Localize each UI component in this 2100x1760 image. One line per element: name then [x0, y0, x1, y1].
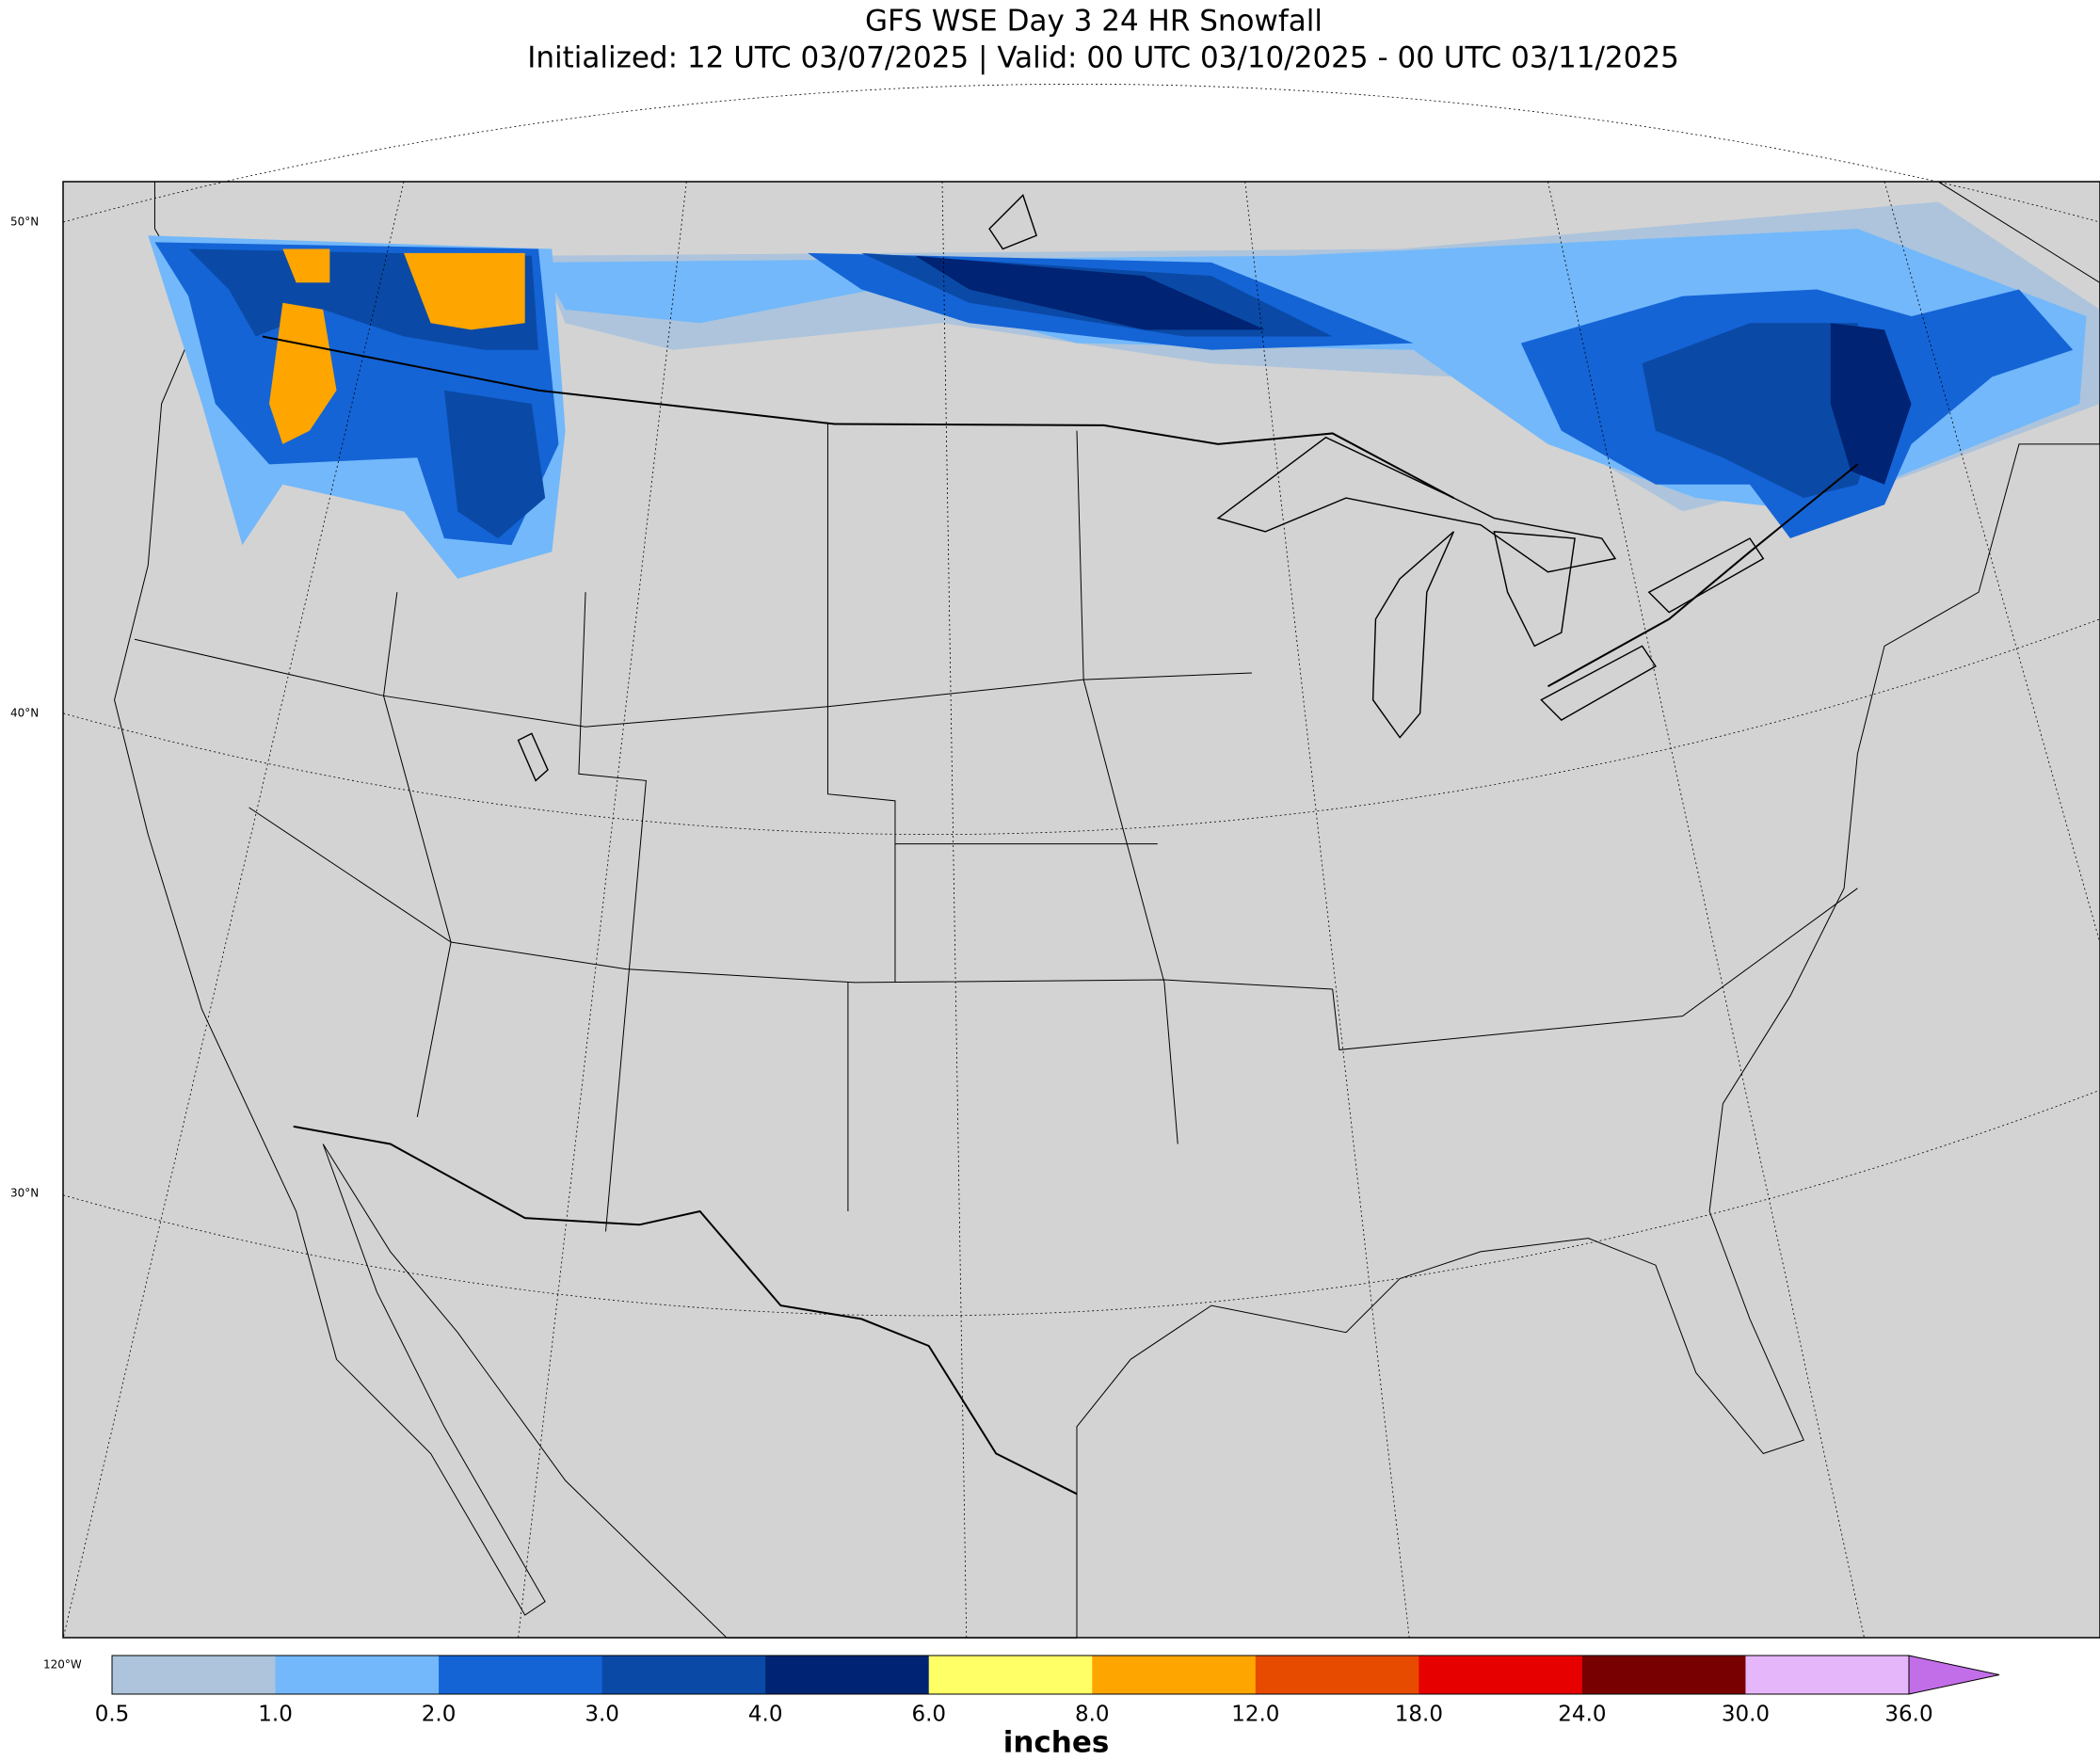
- colorbar-segment: [1581, 1656, 1746, 1694]
- colorbar-label: inches: [1003, 1726, 1110, 1760]
- colorbar-tick-label: 0.5: [95, 1703, 130, 1727]
- colorbar-segment: [928, 1656, 1093, 1694]
- colorbar-tick-label: 36.0: [1884, 1703, 1932, 1727]
- lake-erie: [1540, 645, 1657, 721]
- map: 50°N 40°N 30°N 120°W: [10, 84, 2100, 1672]
- snow-area: [1830, 323, 1912, 485]
- colorbar-tick-label: 1.0: [258, 1703, 293, 1727]
- lake-superior: [1216, 436, 1617, 573]
- colorbar-segment: [275, 1656, 440, 1694]
- colorbar-segment: [1092, 1656, 1257, 1694]
- snow-area: [282, 248, 330, 283]
- snow-area: [915, 255, 1266, 330]
- great-salt-lake: [517, 732, 549, 782]
- snowfall: [148, 201, 2100, 579]
- colorbar-segment: [601, 1656, 766, 1694]
- lake-ontario: [1647, 537, 1765, 614]
- colorbar-tick-label: 4.0: [748, 1703, 783, 1727]
- graticule: [63, 84, 2100, 1638]
- us-mexico-border: [294, 1127, 1077, 1494]
- colorbar: 0.5 1.0 2.0 3.0 4.0 6.0 8.0 12.0 18.0 24.0 30.0 36.…: [95, 1655, 2000, 1727]
- lake-huron: [1493, 531, 1576, 648]
- state-lines: [134, 424, 1858, 1232]
- lake-michigan: [1371, 531, 1455, 739]
- colorbar-tick-label: 6.0: [911, 1703, 946, 1727]
- colorbar-tick-label: 30.0: [1722, 1703, 1770, 1727]
- colorbar-tick-label: 8.0: [1075, 1703, 1110, 1727]
- lakes: [517, 194, 1765, 782]
- lake-winnipeg: [988, 194, 1037, 250]
- snow-area: [269, 302, 337, 444]
- map-frame: [62, 181, 2100, 1639]
- subtitle: Initialized: 12 UTC 03/07/2025 | Valid: …: [527, 41, 1679, 75]
- colorbar-tick-label: 18.0: [1395, 1703, 1443, 1727]
- colorbar-segment: [112, 1656, 277, 1694]
- us-canada-border: [263, 337, 1454, 499]
- title: GFS WSE Day 3 24 HR Snowfall: [865, 5, 1323, 39]
- colorbar-tick-label: 2.0: [422, 1703, 457, 1727]
- colorbar-tick-label: 12.0: [1231, 1703, 1279, 1727]
- colorbar-outline: [111, 1655, 1910, 1695]
- colorbar-segment: [1745, 1656, 1910, 1694]
- colorbar-segment: [1419, 1656, 1583, 1694]
- land: [115, 182, 2100, 1638]
- colorbar-segment: [765, 1656, 930, 1694]
- snow-area: [404, 252, 525, 330]
- colorbar-tick-label: 24.0: [1558, 1703, 1606, 1727]
- us-canada-east-border: [1548, 464, 1858, 686]
- colorbar-extension: [1908, 1655, 2000, 1695]
- lon-label: 120°W: [43, 1658, 82, 1672]
- lat-label: 30°N: [10, 1187, 39, 1200]
- lat-label: 40°N: [10, 707, 39, 720]
- colorbar-tick-label: 3.0: [585, 1703, 619, 1727]
- colorbar-segment: [439, 1656, 603, 1694]
- snow-area: [443, 390, 546, 538]
- colorbar-segment: [1255, 1656, 1419, 1694]
- lat-label: 50°N: [10, 216, 39, 229]
- snow-area: [1642, 323, 1885, 499]
